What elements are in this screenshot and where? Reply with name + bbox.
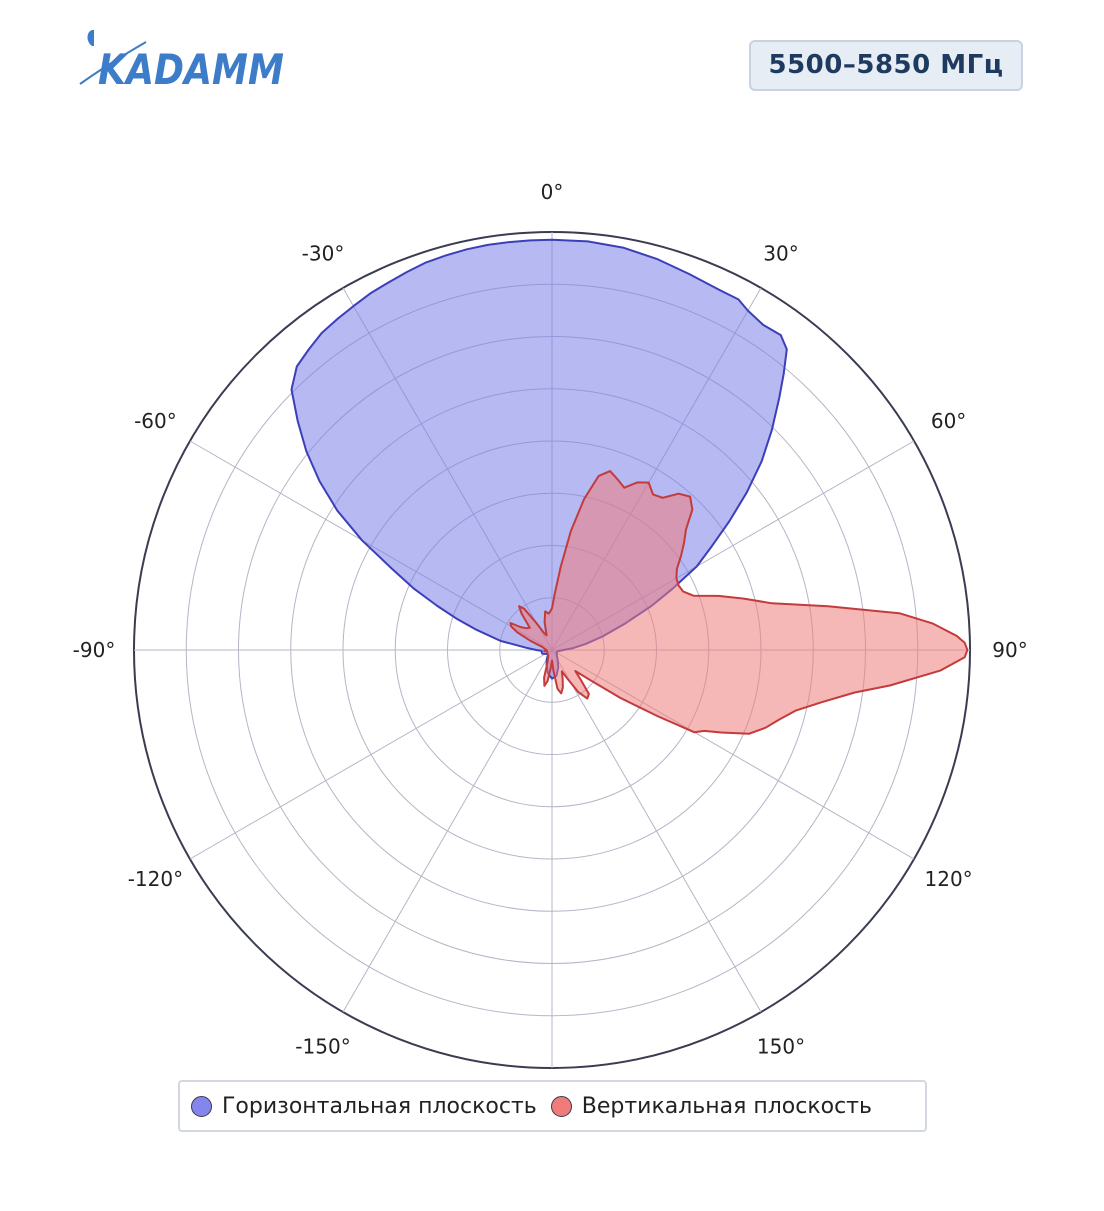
logo-mark-icon xyxy=(87,30,94,46)
angular-tick-label: -90° xyxy=(73,638,116,662)
angular-gridline xyxy=(342,649,553,1013)
polar-chart: 0° 30° 60° 90° 120° 150° -150° -120° -90° -60° -30… xyxy=(73,180,1028,1069)
legend: Горизонтальная плоскость Вертикальная пл… xyxy=(178,1080,927,1132)
legend-label-horizontal: Горизонтальная плоскость xyxy=(222,1093,537,1119)
legend-item-horizontal[interactable]: Горизонтальная плоскость xyxy=(191,1094,537,1119)
legend-label-vertical: Вертикальная плоскость xyxy=(581,1093,872,1119)
angular-tick-label: -150° xyxy=(295,1035,350,1059)
legend-swatch-horizontal xyxy=(191,1095,212,1117)
angular-tick-label: -60° xyxy=(134,409,177,433)
frequency-badge: 5500–5850 МГц xyxy=(749,40,1023,91)
angular-tick-label: 120° xyxy=(925,867,973,891)
angular-tick-label: -120° xyxy=(128,867,183,891)
angular-tick-label: 60° xyxy=(931,409,966,433)
polar-series xyxy=(290,238,969,735)
angular-tick-labels: 0° 30° 60° 90° 120° 150° -150° -120° -90° -60° -30… xyxy=(73,180,1028,1059)
angular-tick-label: 90° xyxy=(992,638,1027,662)
kadamm-logo: KADAMM xyxy=(78,24,288,94)
angular-tick-label: 30° xyxy=(763,241,798,265)
logo-text: KADAMM xyxy=(98,45,284,94)
angular-tick-label: 150° xyxy=(757,1035,805,1059)
angular-tick-label: -30° xyxy=(302,241,345,265)
series-area-vertical xyxy=(509,470,969,735)
angular-gridline xyxy=(189,649,553,860)
legend-item-vertical[interactable]: Вертикальная плоскость xyxy=(550,1093,872,1119)
angular-gridline xyxy=(551,649,762,1013)
legend-swatch-vertical xyxy=(550,1095,572,1117)
angular-tick-label: 0° xyxy=(541,180,564,204)
